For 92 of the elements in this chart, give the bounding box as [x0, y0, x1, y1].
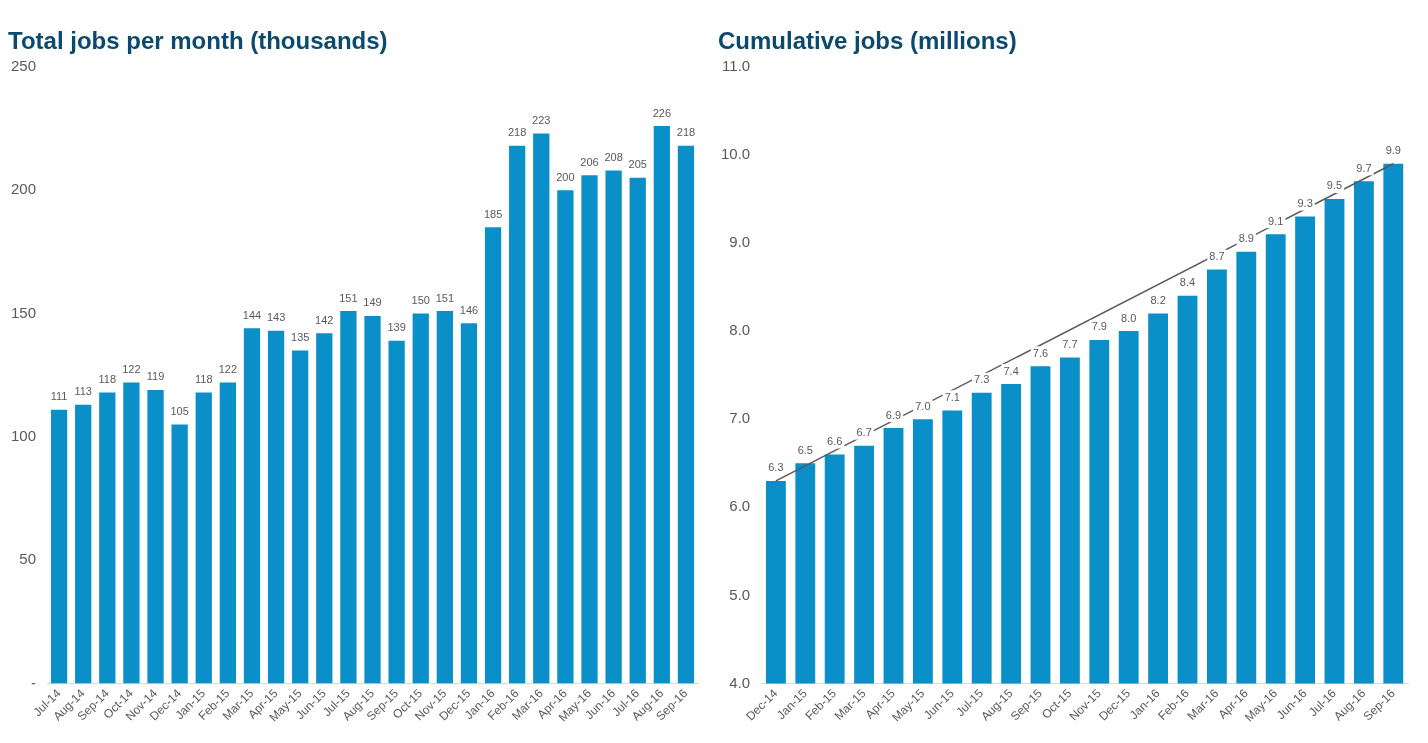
- data-label: 9.9: [1385, 144, 1401, 157]
- data-label: 7.4: [1003, 364, 1019, 377]
- data-label: 118: [194, 372, 213, 385]
- y-tick-label: 6.0: [729, 497, 751, 515]
- bar: [436, 311, 453, 684]
- data-label: 7.9: [1091, 320, 1107, 333]
- data-label: 7.0: [915, 399, 931, 412]
- bar: [364, 315, 381, 684]
- data-label: 7.3: [974, 373, 990, 386]
- bar: [557, 190, 574, 684]
- data-label: 9.7: [1356, 161, 1372, 174]
- y-tick-label: 11.0: [722, 56, 751, 74]
- data-label: 226: [652, 106, 672, 119]
- data-label: 205: [628, 158, 647, 171]
- bar: [99, 392, 116, 684]
- data-label: 151: [435, 291, 455, 304]
- y-tick-label: 200: [11, 180, 37, 198]
- data-label: 151: [339, 291, 358, 304]
- bar: [316, 333, 333, 684]
- data-label: 7.7: [1062, 338, 1078, 351]
- bar: [171, 424, 188, 684]
- data-label: 200: [556, 170, 575, 183]
- data-label: 146: [459, 303, 479, 316]
- data-label: 122: [122, 363, 141, 376]
- data-label: 119: [146, 370, 165, 383]
- data-label: 7.6: [1032, 346, 1049, 359]
- data-label: 9.3: [1297, 197, 1313, 210]
- bar: [677, 145, 695, 684]
- data-label: 142: [315, 313, 334, 326]
- data-label: 6.7: [856, 426, 872, 439]
- bar: [412, 313, 429, 684]
- data-label: 218: [676, 126, 696, 139]
- bar: [243, 328, 261, 684]
- data-label: 8.4: [1179, 276, 1196, 289]
- bar: [292, 350, 309, 684]
- bar: [653, 126, 670, 684]
- bar: [50, 409, 68, 684]
- bar: [605, 170, 622, 684]
- bar: [533, 133, 550, 684]
- data-label: 6.6: [827, 434, 843, 447]
- data-label: 105: [170, 405, 189, 418]
- bar: [219, 382, 236, 684]
- data-label: 218: [507, 126, 527, 139]
- data-label: 7.1: [944, 390, 960, 403]
- data-label: 208: [604, 150, 623, 163]
- bar: [75, 404, 92, 684]
- bar: [267, 330, 285, 684]
- chart-title: Total jobs per month (thousands): [8, 27, 388, 55]
- y-tick-label: -: [31, 673, 37, 691]
- data-label: 185: [483, 207, 503, 220]
- data-label: 6.9: [885, 408, 902, 421]
- data-label: 149: [363, 296, 382, 309]
- data-label: 223: [532, 113, 551, 126]
- y-tick-label: 10.0: [720, 145, 751, 163]
- bar: [195, 392, 212, 684]
- data-label: 206: [580, 155, 599, 168]
- data-label: 122: [218, 363, 238, 376]
- data-label: 118: [98, 372, 117, 385]
- data-label: 8.2: [1150, 294, 1166, 307]
- bar: [509, 145, 526, 684]
- bar: [388, 340, 405, 684]
- chart-title: Cumulative jobs (millions): [718, 27, 1017, 55]
- bar: [629, 177, 646, 684]
- data-label: 8.9: [1238, 232, 1254, 245]
- data-label: 9.1: [1268, 214, 1284, 227]
- bar: [460, 323, 478, 684]
- y-tick-label: 250: [11, 56, 37, 74]
- y-tick-label: 100: [11, 426, 37, 444]
- y-tick-label: 9.0: [729, 233, 751, 251]
- data-label: 139: [387, 321, 406, 334]
- data-label: 6.3: [768, 461, 784, 474]
- y-tick-label: 150: [11, 303, 37, 321]
- data-label: 6.5: [797, 443, 813, 456]
- data-label: 144: [242, 308, 262, 321]
- bar: [123, 382, 140, 684]
- data-label: 8.7: [1209, 249, 1225, 262]
- data-label: 111: [50, 390, 68, 403]
- data-label: 113: [74, 385, 92, 398]
- bar: [484, 227, 502, 684]
- bar: [147, 389, 164, 684]
- y-tick-label: 7.0: [729, 409, 751, 427]
- y-tick-label: 8.0: [729, 321, 751, 339]
- bar: [581, 175, 598, 684]
- y-tick-label: 5.0: [729, 585, 751, 603]
- data-label: 9.5: [1326, 179, 1343, 192]
- data-label: 135: [291, 331, 310, 344]
- data-label: 8.0: [1121, 311, 1137, 324]
- y-tick-label: 4.0: [729, 673, 751, 691]
- bar: [340, 311, 357, 684]
- data-label: 143: [266, 311, 286, 324]
- data-label: 150: [411, 294, 430, 307]
- y-tick-label: 50: [19, 550, 37, 568]
